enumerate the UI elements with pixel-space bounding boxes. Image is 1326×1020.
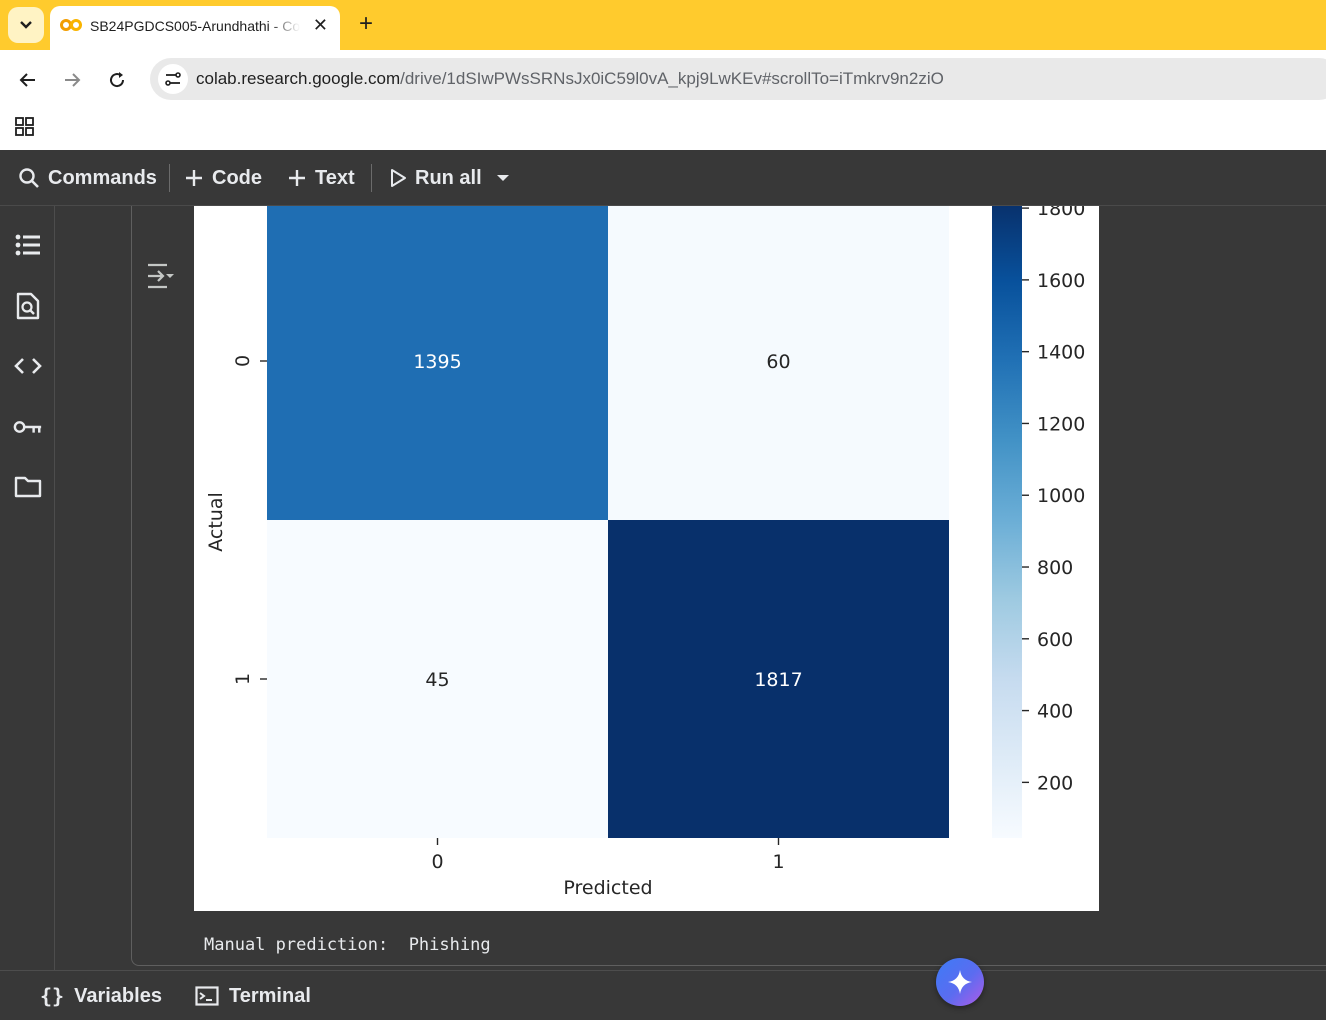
run-all-button[interactable]: Run all <box>389 164 482 192</box>
colorbar-tick-label: 200 <box>1037 772 1073 794</box>
toolbar-divider <box>371 164 372 192</box>
secrets-key-icon <box>13 421 42 433</box>
left-sidebar <box>0 206 55 970</box>
tab-title: SB24PGDCS005-Arundhathi - Colab <box>90 18 300 34</box>
colorbar-tick-label: 1800 <box>1037 206 1085 220</box>
navigation-bar: colab.research.google.com/drive/1dSIwPWs… <box>0 50 1326 110</box>
variables-label: Variables <box>74 984 162 1007</box>
colorbar-tick-label: 1200 <box>1037 413 1085 435</box>
add-text-button[interactable]: Text <box>287 164 355 192</box>
new-tab-button[interactable]: + <box>352 10 380 38</box>
address-bar[interactable]: colab.research.google.com/drive/1dSIwPWs… <box>150 58 1326 100</box>
find-button[interactable] <box>13 291 43 321</box>
apps-icon[interactable] <box>15 117 35 137</box>
files-button[interactable] <box>13 472 43 502</box>
colorbar-tick-label: 800 <box>1037 557 1073 579</box>
find-icon <box>16 292 40 320</box>
colab-toolbar: Commands Code Text Run all <box>0 150 1326 206</box>
confusion-matrix-plot: 1395 60 45 1817 0 1 0 1 200 400 600 800 1000 1200 14… <box>194 206 1099 911</box>
add-code-label: Code <box>212 166 262 189</box>
plus-icon <box>289 170 305 186</box>
table-of-contents-button[interactable] <box>13 230 43 260</box>
files-folder-icon <box>14 476 42 498</box>
y-tick-label: 0 <box>232 355 254 367</box>
heatmap-cell <box>608 206 949 520</box>
x-axis-label: Predicted <box>563 877 652 899</box>
sparkle-icon <box>948 970 972 994</box>
forward-icon <box>65 73 81 87</box>
chevron-down-icon <box>20 21 32 29</box>
colorbar-tick-label: 600 <box>1037 629 1073 651</box>
add-text-label: Text <box>315 166 355 189</box>
manual-prediction-output: Manual prediction: Phishing <box>204 935 491 955</box>
close-icon[interactable]: ✕ <box>312 15 328 35</box>
colorbar-tick-label: 1400 <box>1037 342 1085 364</box>
code-snippets-icon <box>14 358 42 374</box>
reload-icon <box>110 72 125 88</box>
terminal-button[interactable]: Terminal <box>195 983 311 1009</box>
heatmap-cell <box>267 520 608 838</box>
url-host: colab.research.google.com <box>196 69 401 88</box>
reload-button[interactable] <box>105 68 129 92</box>
tab-strip: SB24PGDCS005-Arundhathi - Colab ✕ + <box>0 0 1326 50</box>
braces-icon: {} <box>40 984 65 1008</box>
heatmap-cell <box>608 520 949 838</box>
site-info-button[interactable] <box>158 64 188 94</box>
tab-search-button[interactable] <box>8 7 44 43</box>
variables-button[interactable]: {} Variables <box>40 983 162 1009</box>
caret-down-icon <box>497 175 509 181</box>
bookmarks-bar <box>0 110 1326 150</box>
colorbar-tick-label: 1000 <box>1037 485 1085 507</box>
colab-logo-icon <box>60 19 82 31</box>
play-icon <box>391 169 406 187</box>
terminal-icon <box>195 986 219 1006</box>
url-text: colab.research.google.com/drive/1dSIwPWs… <box>196 69 944 89</box>
search-icon <box>19 168 39 188</box>
toolbar-divider <box>169 164 170 192</box>
code-cell-output <box>131 206 1326 966</box>
plus-icon <box>186 170 202 186</box>
cell-value-label: 60 <box>766 351 790 373</box>
forward-button[interactable] <box>60 68 84 92</box>
x-tick-label: 0 <box>431 851 443 873</box>
y-tick-label: 1 <box>232 673 254 685</box>
active-tab[interactable]: SB24PGDCS005-Arundhathi - Colab ✕ <box>50 6 340 50</box>
secrets-button[interactable] <box>13 412 43 442</box>
output-actions-icon[interactable] <box>145 262 175 290</box>
commands-button[interactable]: Commands <box>18 164 157 192</box>
back-icon <box>19 73 35 87</box>
run-all-label: Run all <box>415 166 482 189</box>
gemini-button[interactable] <box>936 958 984 1006</box>
colorbar <box>992 206 1022 838</box>
bottom-status-bar: {} Variables Terminal <box>0 970 1326 1020</box>
colorbar-tick-label: 1600 <box>1037 270 1085 292</box>
terminal-label: Terminal <box>229 984 311 1007</box>
commands-label: Commands <box>48 166 157 189</box>
confusion-matrix-chart: 1395 60 45 1817 0 1 0 1 200 400 600 800 1000 1200 14… <box>205 206 1085 899</box>
cell-value-label: 1817 <box>754 669 802 691</box>
y-axis-label: Actual <box>205 492 227 552</box>
code-snippets-button[interactable] <box>13 351 43 381</box>
url-path: /drive/1dSIwPWsSRNsJx0iC59l0vA_kpj9LwKEv… <box>400 69 944 88</box>
x-tick-label: 1 <box>772 851 784 873</box>
heatmap-cell <box>267 206 608 520</box>
colorbar-tick-label: 400 <box>1037 701 1073 723</box>
run-options-dropdown[interactable] <box>496 164 510 192</box>
back-button[interactable] <box>16 68 40 92</box>
plus-icon: + <box>358 10 373 37</box>
table-of-contents-icon <box>15 234 40 256</box>
cell-value-label: 45 <box>425 669 449 691</box>
add-code-button[interactable]: Code <box>184 164 262 192</box>
site-info-icon <box>165 72 181 86</box>
cell-value-label: 1395 <box>413 351 461 373</box>
